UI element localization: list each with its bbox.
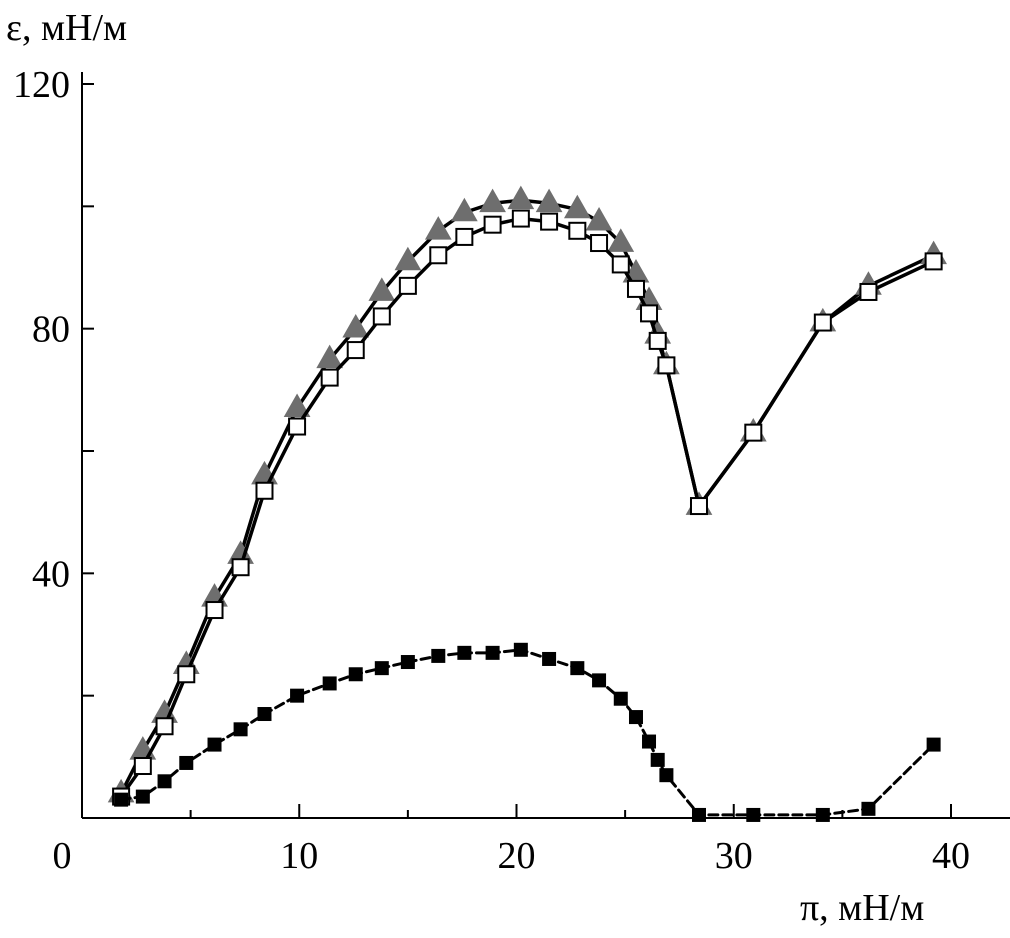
point-filled-squares-4 xyxy=(179,755,194,770)
point-filled-squares-25 xyxy=(691,807,706,822)
point-filled-squares-28 xyxy=(861,801,876,816)
point-filled-squares-10 xyxy=(348,667,363,682)
point-open-squares-21 xyxy=(626,279,645,298)
point-open-squares-20 xyxy=(611,255,630,274)
point-filled-squares-17 xyxy=(542,651,557,666)
point-gray-triangles-9 xyxy=(316,344,344,369)
point-filled-squares-12 xyxy=(400,655,415,670)
point-open-squares-29 xyxy=(924,252,943,271)
point-filled-squares-29 xyxy=(926,737,941,752)
point-open-squares-11 xyxy=(372,307,391,326)
series-line-open-squares xyxy=(119,216,936,799)
point-filled-squares-20 xyxy=(613,691,628,706)
point-filled-squares-9 xyxy=(322,676,337,691)
point-open-squares-13 xyxy=(429,246,448,265)
ticks xyxy=(82,83,952,818)
point-filled-squares-23 xyxy=(650,752,665,767)
point-filled-squares-3 xyxy=(157,774,172,789)
point-gray-triangles-13 xyxy=(424,216,452,240)
point-open-squares-23 xyxy=(648,331,667,350)
point-filled-squares-27 xyxy=(815,807,830,822)
point-open-squares-24 xyxy=(657,356,676,375)
point-open-squares-10 xyxy=(346,341,365,360)
x-tick-label-30: 30 xyxy=(715,835,753,877)
point-gray-triangles-11 xyxy=(368,277,396,301)
point-open-squares-25 xyxy=(689,497,708,516)
point-filled-squares-7 xyxy=(257,707,272,722)
point-open-squares-12 xyxy=(398,276,417,295)
point-open-squares-28 xyxy=(859,282,878,301)
point-open-squares-2 xyxy=(133,757,152,776)
point-filled-squares-15 xyxy=(485,645,500,660)
point-gray-triangles-18 xyxy=(563,194,591,219)
point-gray-triangles-19 xyxy=(585,206,613,231)
point-open-squares-6 xyxy=(231,558,250,577)
point-open-squares-4 xyxy=(177,665,196,684)
point-gray-triangles-10 xyxy=(342,314,370,338)
point-open-squares-5 xyxy=(205,601,224,620)
y-tick-label-40: 40 xyxy=(32,553,70,595)
point-filled-squares-24 xyxy=(659,768,674,783)
point-open-squares-27 xyxy=(813,313,832,332)
point-filled-squares-16 xyxy=(513,642,528,657)
point-filled-squares-5 xyxy=(207,737,222,752)
series-gray-triangles xyxy=(107,185,947,803)
point-open-squares-14 xyxy=(455,227,474,246)
x-tick-label-40: 40 xyxy=(932,835,970,877)
point-filled-squares-13 xyxy=(431,648,446,663)
series-filled-squares xyxy=(114,642,941,822)
point-filled-squares-26 xyxy=(746,807,761,822)
point-filled-squares-19 xyxy=(592,673,607,688)
point-open-squares-19 xyxy=(590,234,609,253)
point-open-squares-26 xyxy=(744,423,763,442)
tick-labels: 40 80 120 0 10 20 30 40 xyxy=(13,64,970,877)
point-filled-squares-11 xyxy=(374,661,389,676)
point-gray-triangles-14 xyxy=(451,197,478,222)
y-tick-label-120: 120 xyxy=(13,64,70,106)
series-line-gray-triangles xyxy=(119,198,936,796)
point-open-squares-16 xyxy=(511,209,530,228)
point-filled-squares-21 xyxy=(628,710,643,725)
point-filled-squares-6 xyxy=(233,722,248,737)
point-gray-triangles-20 xyxy=(607,228,635,252)
point-filled-squares-14 xyxy=(457,645,472,660)
point-filled-squares-8 xyxy=(290,688,305,703)
point-gray-triangles-17 xyxy=(535,188,563,213)
point-open-squares-7 xyxy=(255,481,274,500)
y-axis-title: ε, мН/м xyxy=(6,7,127,49)
point-gray-triangles-16 xyxy=(507,185,535,210)
point-open-squares-22 xyxy=(640,304,659,323)
point-open-squares-9 xyxy=(320,368,339,387)
point-open-squares-3 xyxy=(155,717,174,736)
axes xyxy=(81,72,1010,819)
x-tick-label-20: 20 xyxy=(498,835,536,877)
x-tick-label-10: 10 xyxy=(280,835,318,877)
point-filled-squares-1 xyxy=(114,792,129,807)
point-gray-triangles-8 xyxy=(283,393,311,418)
series-open-squares xyxy=(112,209,943,806)
point-open-squares-17 xyxy=(540,212,559,231)
point-open-squares-15 xyxy=(483,215,502,234)
point-open-squares-18 xyxy=(568,221,587,240)
point-filled-squares-18 xyxy=(570,661,585,676)
point-open-squares-8 xyxy=(288,417,307,436)
point-filled-squares-22 xyxy=(642,734,657,749)
point-filled-squares-2 xyxy=(135,789,150,804)
series-layer xyxy=(107,185,947,822)
y-tick-label-80: 80 xyxy=(32,309,70,351)
x-tick-label-0: 0 xyxy=(53,835,72,877)
x-axis-title: π, мН/м xyxy=(800,887,924,929)
point-gray-triangles-12 xyxy=(394,246,422,271)
point-gray-triangles-15 xyxy=(479,188,506,213)
